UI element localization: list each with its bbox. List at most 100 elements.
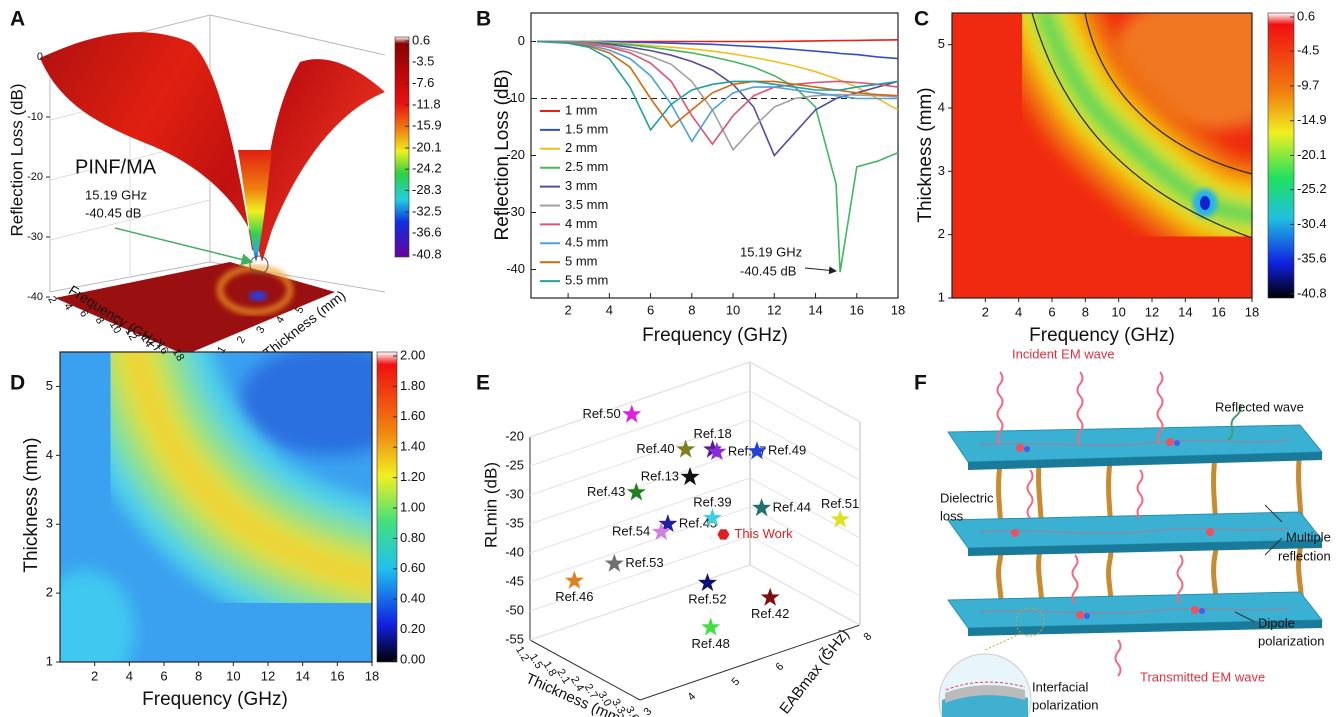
colorbar-tick-label: 1.80 bbox=[400, 378, 425, 393]
grid-line bbox=[529, 535, 751, 612]
grid-line bbox=[529, 361, 751, 438]
x-axis-title: Frequency (GHz) bbox=[642, 325, 788, 346]
y-axis-title: Thickness (mm) bbox=[21, 437, 42, 572]
x-tick-label: 18 bbox=[170, 347, 187, 364]
y-tick-label: 6 bbox=[774, 661, 787, 674]
point bbox=[698, 573, 717, 592]
x-tick-label: 10 bbox=[1111, 304, 1125, 319]
x-tick-label: 6 bbox=[77, 308, 90, 319]
y-tick-label: 2 bbox=[235, 334, 248, 345]
y-tick-label: 5 bbox=[938, 36, 945, 51]
y-tick-label: 8 bbox=[862, 631, 875, 644]
grid-line bbox=[749, 419, 861, 481]
x-tick-label: 8 bbox=[93, 315, 106, 326]
legend-label: 4 mm bbox=[565, 216, 598, 231]
colorbar-tick-label: 2.00 bbox=[400, 347, 425, 362]
panel-letter: F bbox=[914, 372, 927, 395]
x-tick-label: 10 bbox=[107, 319, 124, 336]
annotation: 15.19 GHz bbox=[740, 244, 802, 259]
y-tick-label: 1 bbox=[938, 289, 945, 304]
z-tick-label: -20 bbox=[27, 171, 43, 183]
colorbar-tick-label: -3.5 bbox=[412, 54, 434, 69]
point bbox=[752, 498, 772, 517]
x-tick-label: 2 bbox=[982, 304, 989, 319]
grid-line bbox=[749, 448, 861, 510]
x-tick-label: 2 bbox=[45, 294, 58, 305]
point-label: Ref.50 bbox=[582, 406, 620, 421]
point-label: Ref.44 bbox=[773, 499, 811, 514]
y-tick-label: 3 bbox=[642, 706, 655, 717]
point-label: Ref.46 bbox=[555, 589, 593, 604]
grid-line bbox=[749, 361, 861, 423]
point bbox=[622, 404, 642, 423]
grid-line bbox=[529, 477, 751, 554]
point bbox=[626, 482, 646, 501]
legend-label: 2 mm bbox=[565, 140, 598, 155]
series-line bbox=[537, 40, 899, 152]
diagram-label: Dipole bbox=[1258, 615, 1295, 630]
point bbox=[651, 522, 671, 541]
x-tick-label: 18 bbox=[1245, 304, 1259, 319]
point-label: Ref.40 bbox=[636, 441, 674, 456]
point-label: Ref.45 bbox=[679, 515, 717, 530]
z-tick-label: -30 bbox=[505, 486, 524, 501]
point-label: Ref.42 bbox=[751, 606, 789, 621]
colorbar-tick-label: 0.80 bbox=[400, 530, 425, 545]
x-tick-label: 10 bbox=[726, 302, 740, 317]
z-tick-label: -40 bbox=[505, 544, 524, 559]
legend-label: 5 mm bbox=[565, 254, 598, 269]
heatmap bbox=[952, 13, 1252, 298]
point-label: Ref.43 bbox=[587, 484, 625, 499]
diagram-label: Reflected wave bbox=[1215, 399, 1304, 414]
series-line bbox=[537, 40, 899, 111]
colorbar bbox=[1267, 12, 1295, 299]
annotation: 15.19 GHz bbox=[85, 187, 147, 202]
z-tick-label: -25 bbox=[505, 457, 524, 472]
colorbar-tick-label: 0.40 bbox=[400, 591, 425, 606]
plot-frame bbox=[951, 12, 1253, 299]
y-tick-label: 0 bbox=[518, 33, 525, 48]
y-tick-label: -20 bbox=[506, 147, 525, 162]
colorbar-tick-label: 0.6 bbox=[1297, 8, 1315, 23]
x-tick-label: 2 bbox=[564, 302, 571, 317]
point-label: This Work bbox=[734, 526, 793, 541]
x-tick-label: 6 bbox=[1048, 304, 1055, 319]
diagram-label: polarization bbox=[1258, 633, 1325, 648]
x-tick-label: 4 bbox=[61, 301, 74, 312]
z-axis-title: RLmin (dB) bbox=[481, 462, 500, 548]
point bbox=[703, 439, 723, 458]
surface-plot bbox=[40, 14, 410, 355]
legend-label: 1.5 mm bbox=[565, 121, 608, 136]
colorbar-tick-label: -9.7 bbox=[1297, 77, 1319, 92]
legend-label: 5.5 mm bbox=[565, 273, 608, 288]
x-tick-label: 4 bbox=[1015, 304, 1022, 319]
x-tick-label: 8 bbox=[195, 668, 202, 683]
x-tick-label: 16 bbox=[1211, 304, 1225, 319]
y-tick-label: 2 bbox=[938, 226, 945, 241]
colorbar-tick-label: 1.40 bbox=[400, 439, 425, 454]
z-tick-label: -55 bbox=[505, 631, 524, 646]
x-tick-label: 12 bbox=[123, 326, 140, 343]
y-axis-title: Thickness (mm) bbox=[915, 87, 936, 222]
panel-letter: C bbox=[914, 8, 929, 31]
point-label: Ref.52 bbox=[688, 591, 726, 606]
colorbar-tick-label: -32.5 bbox=[412, 204, 442, 219]
series-line bbox=[537, 40, 899, 273]
point-label: Ref.39 bbox=[693, 495, 731, 510]
y-tick-label: -30 bbox=[506, 204, 525, 219]
heatmap bbox=[60, 352, 372, 662]
y-tick-label: 3 bbox=[938, 163, 945, 178]
series-line bbox=[537, 40, 899, 146]
colorbar-tick-label: -35.6 bbox=[1297, 251, 1327, 266]
point bbox=[702, 508, 722, 527]
z-tick-label: -20 bbox=[505, 428, 524, 443]
colorbar-tick-label: 0.20 bbox=[400, 621, 425, 636]
point-label: Ref.18 bbox=[693, 426, 731, 441]
point-label: Ref.13 bbox=[641, 468, 679, 483]
x-tick-label: 14 bbox=[138, 333, 155, 350]
colorbar bbox=[376, 351, 398, 663]
diagram bbox=[938, 371, 1324, 717]
y-tick-label: -40 bbox=[506, 261, 525, 276]
annotation: -40.45 dB bbox=[740, 263, 796, 278]
legend-label: 3 mm bbox=[565, 178, 598, 193]
